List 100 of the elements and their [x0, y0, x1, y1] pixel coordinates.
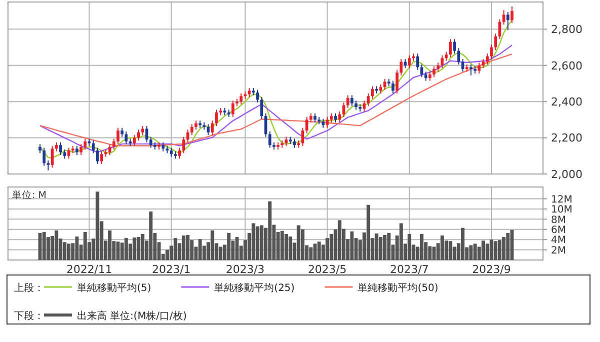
candlestick: [444, 51, 448, 62]
bar: [387, 232, 391, 260]
candlestick: [63, 149, 66, 160]
bar: [473, 244, 477, 260]
bar: [256, 226, 260, 260]
candlestick: [84, 138, 87, 150]
candlestick: [248, 88, 251, 98]
candlestick: [42, 147, 46, 166]
candlestick: [420, 64, 424, 78]
bar: [482, 240, 485, 260]
candlestick: [392, 80, 394, 94]
bar: [378, 237, 382, 260]
bar: [428, 246, 432, 260]
bar: [408, 234, 412, 260]
candlestick: [510, 6, 514, 24]
bar: [166, 250, 169, 260]
bar: [448, 241, 452, 260]
bar: [140, 234, 144, 260]
bar: [268, 201, 272, 260]
candlestick: [478, 62, 481, 74]
candlestick: [396, 69, 399, 94]
candlestick: [416, 53, 420, 70]
y-tick-label: 10M: [551, 204, 572, 216]
candlestick: [256, 89, 259, 103]
candlestick: [92, 140, 95, 154]
bar: [330, 234, 334, 260]
legend-title: 上段：: [14, 282, 44, 294]
candlestick: [100, 150, 103, 165]
bar: [366, 204, 370, 260]
bar: [108, 230, 112, 260]
bar: [374, 233, 378, 260]
bar: [186, 234, 190, 260]
candlestick: [366, 92, 370, 107]
candlestick: [461, 58, 464, 72]
y-tick-label: 12M: [551, 194, 572, 206]
bar: [498, 240, 502, 260]
bar: [494, 241, 498, 260]
bar: [210, 230, 214, 260]
candlestick: [240, 92, 243, 105]
bar: [149, 212, 153, 260]
candlestick: [379, 84, 382, 94]
bar: [317, 242, 321, 260]
candlestick: [116, 127, 120, 145]
bar: [440, 235, 444, 260]
candlestick: [470, 64, 472, 76]
bar: [227, 232, 231, 260]
candlestick: [309, 112, 312, 123]
bar: [506, 232, 510, 260]
bar: [300, 229, 304, 260]
bar: [338, 220, 342, 260]
candlestick: [178, 147, 181, 160]
candlestick: [268, 130, 272, 148]
candlestick: [80, 144, 82, 156]
candlestick: [490, 44, 493, 60]
candlestick: [440, 54, 444, 69]
candlestick: [141, 126, 144, 136]
candlestick: [162, 142, 165, 152]
candlestick: [132, 134, 136, 146]
candlestick: [494, 33, 498, 50]
candlestick: [400, 58, 403, 76]
y-tick-label: 2,400: [551, 96, 582, 109]
bar: [383, 234, 386, 260]
candlestick: [453, 38, 456, 54]
candlestick: [404, 58, 407, 69]
bar: [124, 238, 128, 260]
bar: [469, 245, 473, 260]
bar: [420, 234, 424, 260]
bar: [502, 237, 506, 260]
bar: [174, 238, 178, 260]
candlestick: [120, 127, 124, 138]
candlestick: [38, 144, 42, 154]
candlestick: [46, 160, 50, 171]
x-tick-label: 2023/3: [226, 263, 265, 276]
bar: [54, 230, 58, 260]
candlestick: [408, 54, 411, 69]
bar: [486, 244, 490, 260]
bar: [350, 231, 354, 260]
candlestick: [486, 53, 489, 65]
x-tick-label: 2022/11: [66, 263, 112, 276]
candlestick: [334, 112, 337, 123]
bar: [284, 234, 288, 260]
bar: [198, 239, 202, 260]
legend-label: 単純移動平均(5): [77, 282, 152, 294]
y-tick-label: 2M: [551, 245, 566, 256]
bar: [280, 230, 284, 260]
candlestick: [314, 112, 316, 123]
candlestick: [350, 94, 354, 107]
candlestick: [170, 147, 173, 158]
legend-title: 下段：: [14, 310, 44, 322]
x-tick-label: 2023/7: [390, 263, 429, 276]
candlestick: [59, 142, 62, 156]
y-tick-label: 2,000: [551, 168, 582, 181]
bar: [62, 242, 66, 260]
bar: [326, 238, 330, 260]
legend-label: 単純移動平均(50): [358, 282, 438, 294]
candlestick: [194, 120, 198, 130]
bar: [67, 244, 70, 260]
candlestick: [346, 94, 350, 108]
candlestick: [215, 109, 218, 127]
bar: [252, 223, 256, 260]
